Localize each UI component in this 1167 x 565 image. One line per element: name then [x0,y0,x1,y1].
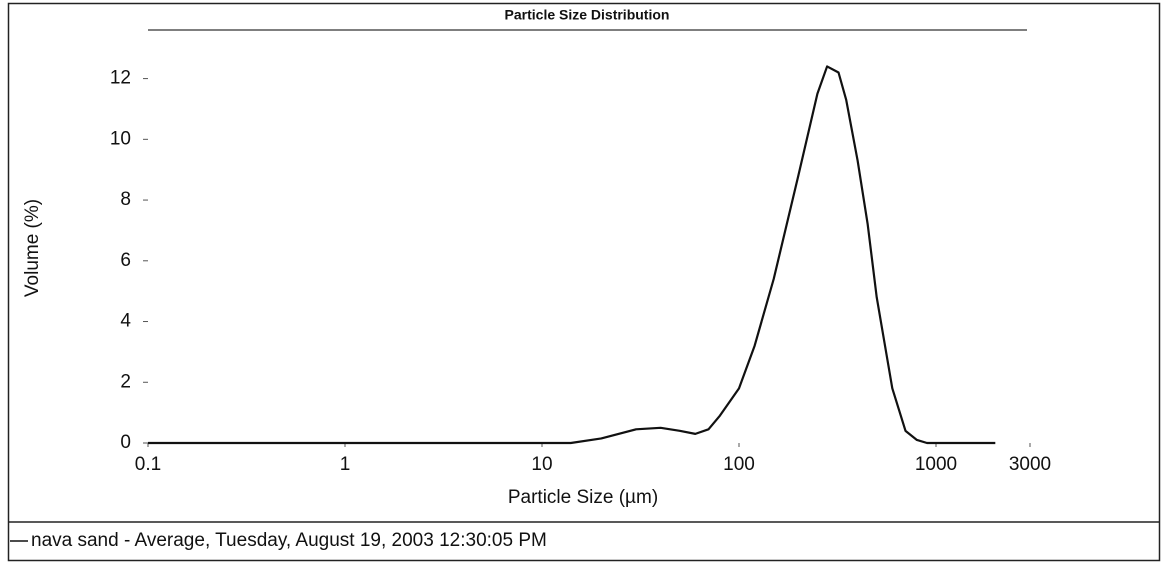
x-tick-label: 3000 [1009,454,1051,475]
x-tick-label: 1000 [915,454,957,475]
y-tick-label: 4 [120,311,131,332]
x-tick-label: 100 [723,454,755,475]
legend-label: nava sand - Average, Tuesday, August 19,… [31,530,547,551]
y-tick-label: 10 [110,128,131,149]
frame [7,2,1161,562]
y-tick-label: 8 [120,189,131,210]
y-tick-label: 12 [110,68,131,89]
chart-title: Particle Size Distribution [505,7,670,23]
series-line [148,65,996,445]
y-tick-label: 2 [120,371,131,392]
y-tick-label: 0 [120,432,131,453]
y-tick-label: 6 [120,250,131,271]
y-axis-label: Volume (%) [22,199,43,297]
x-tick-label: 10 [531,454,552,475]
x-axis-label: Particle Size (µm) [508,487,658,508]
x-tick-label: 1 [340,454,351,475]
x-tick-label: 0.1 [135,454,161,475]
